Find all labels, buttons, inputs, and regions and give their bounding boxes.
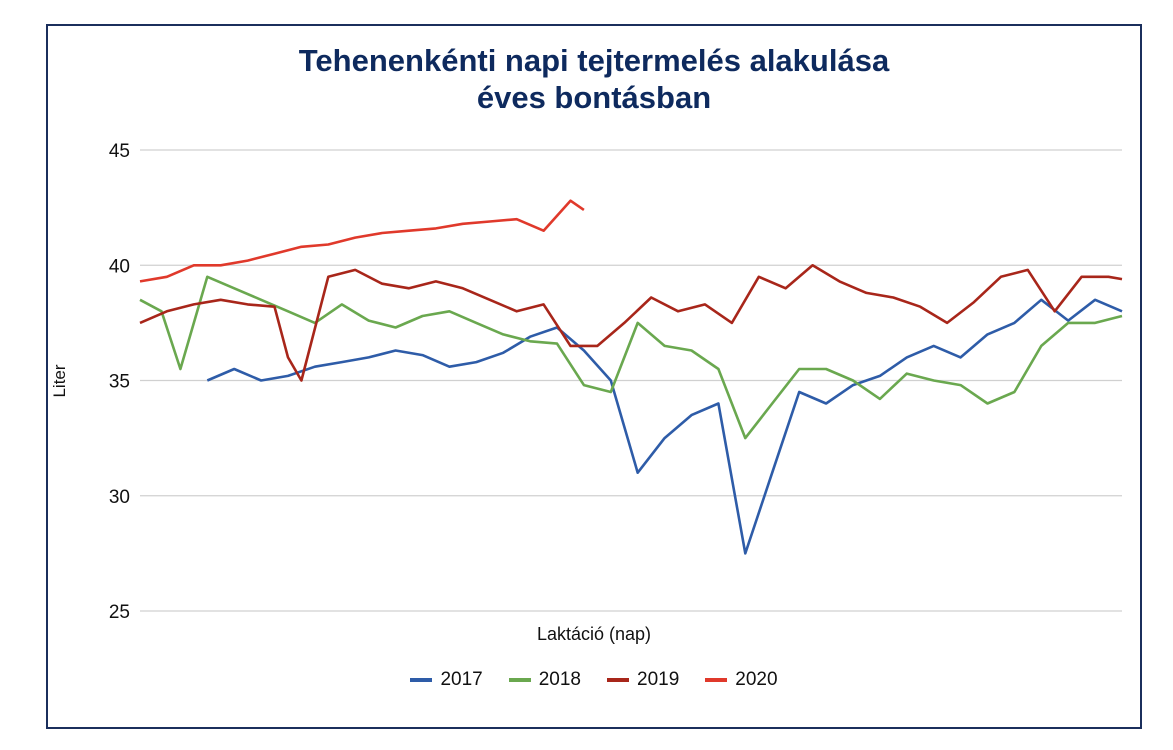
- legend-swatch-2018: [508, 678, 531, 682]
- legend-label-2017: 2017: [440, 669, 483, 690]
- y-tick-label-30: 30: [109, 487, 130, 508]
- legend-swatch-2020: [705, 678, 728, 682]
- series-line-2017: [206, 298, 1123, 555]
- gridlines: [140, 149, 1122, 612]
- legend-item-2018: 2018: [508, 669, 581, 691]
- chart-title: Tehenenkénti napi tejtermelés alakulása …: [46, 42, 1142, 116]
- y-tick-label-45: 45: [109, 141, 130, 162]
- chart-title-line-1: Tehenenkénti napi tejtermelés alakulása: [298, 43, 890, 78]
- legend-label-2018: 2018: [538, 669, 581, 690]
- y-tick-label-35: 35: [109, 372, 130, 393]
- legend-label-2020: 2020: [735, 669, 778, 690]
- y-axis-label: Liter: [50, 364, 69, 398]
- legend-item-2017: 2017: [410, 669, 483, 691]
- legend-swatch-2019: [607, 678, 629, 682]
- legend-swatch-2017: [410, 678, 433, 682]
- chart-title-line-2: éves bontásban: [476, 80, 712, 115]
- series-line-2018: [139, 275, 1123, 440]
- series-line-2020: [139, 199, 585, 283]
- series-lines: [139, 199, 1123, 555]
- y-tick-label-25: 25: [109, 602, 130, 623]
- legend-item-2019: 2019: [607, 669, 679, 691]
- legend-label-2019: 2019: [637, 669, 680, 690]
- y-tick-label-40: 40: [109, 256, 130, 277]
- legend-item-2020: 2020: [705, 669, 778, 691]
- x-axis-label: Laktáció (nap): [536, 624, 652, 644]
- series-line-2019: [139, 263, 1123, 382]
- legend: 2017 2018 2019 2020: [46, 669, 1142, 691]
- y-tick-labels: 45 40 35 30 25: [109, 141, 130, 623]
